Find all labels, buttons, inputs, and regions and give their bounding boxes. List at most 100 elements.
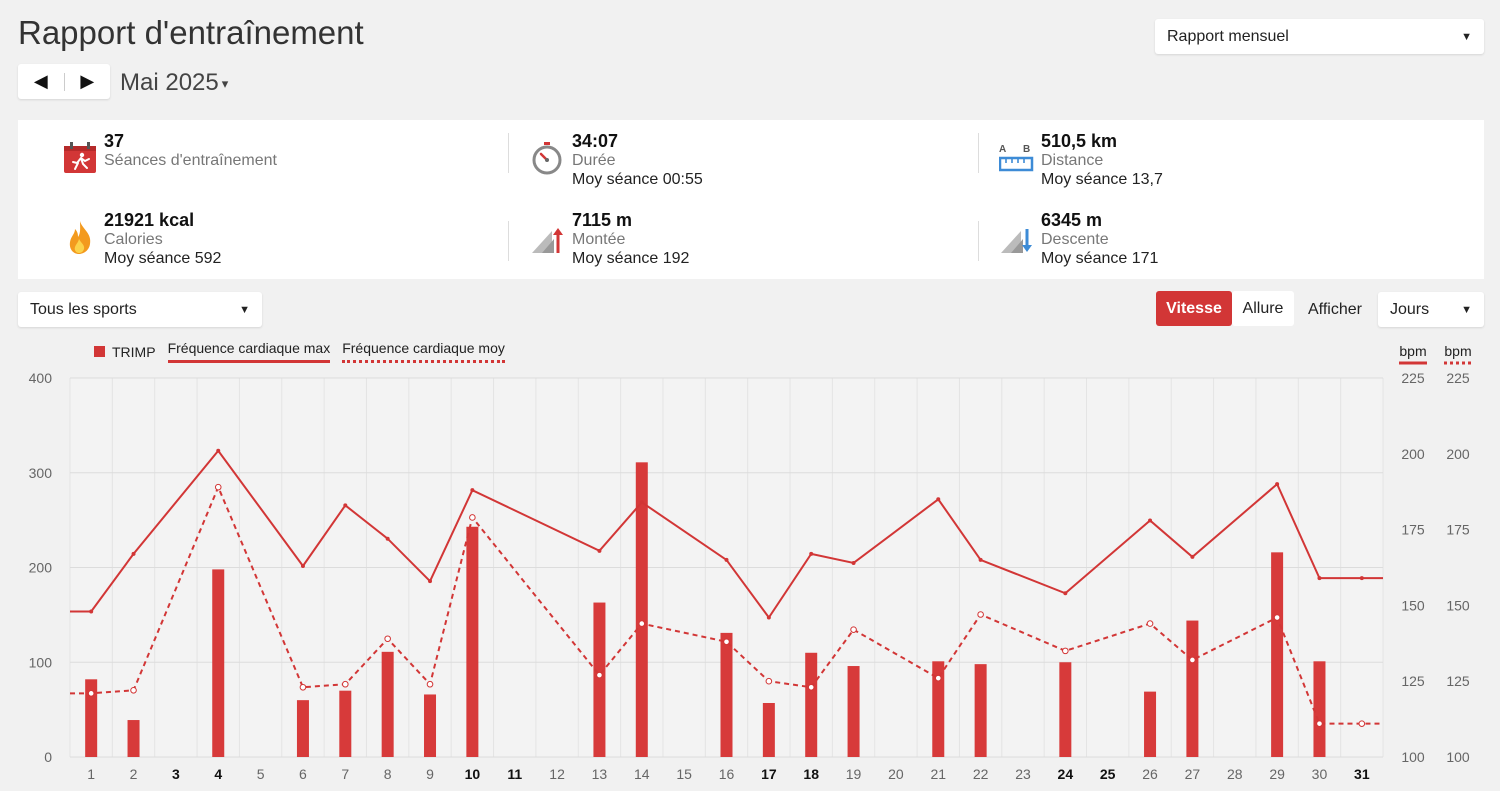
legend-hr-max[interactable]: Fréquence cardiaque max (167, 340, 331, 363)
stat-value: 34:07 (572, 131, 619, 151)
hr-avg-point (1062, 647, 1069, 655)
hr-max-point (597, 548, 602, 553)
hr-avg-point (850, 626, 857, 633)
y-axis-unit-label: bpm (1444, 343, 1471, 359)
y-tick-label-right: 175 (1446, 522, 1470, 538)
caret-down-icon: ▾ (221, 75, 229, 91)
legend-swatch (94, 346, 105, 357)
hr-max-point (1359, 576, 1364, 581)
hr-max-point (470, 488, 475, 493)
y-tick-label-right: 150 (1401, 597, 1425, 613)
y-tick-label-right: 150 (1446, 597, 1470, 613)
x-tick-label: 26 (1142, 766, 1158, 782)
trimp-bar (932, 661, 945, 757)
x-tick-label: 13 (592, 766, 608, 782)
y-tick-label-left: 400 (29, 370, 53, 386)
stat-value: 7115 m (572, 210, 633, 230)
y-tick-label-left: 100 (29, 654, 53, 670)
x-tick-label: 1 (87, 766, 95, 782)
trimp-bar (847, 666, 860, 757)
ascent-icon (532, 228, 563, 253)
hr-max-line (70, 449, 1383, 620)
trimp-bar (85, 679, 98, 757)
stat-average: Moy séance 171 (1041, 250, 1159, 267)
hr-avg-point (765, 677, 773, 685)
hr-avg-point (342, 680, 349, 688)
month-picker[interactable]: Mai 2025 ▾ (120, 69, 228, 97)
x-tick-label: 16 (719, 766, 735, 782)
month-navigation: ◀ ▶ (18, 64, 110, 99)
toggle-allure[interactable]: Allure (1232, 291, 1294, 326)
sport-filter-select[interactable]: Tous les sports ▼ (18, 292, 262, 327)
hr-max-point (639, 500, 644, 505)
hr-max-point (978, 557, 983, 562)
ruler-label-a: A (999, 144, 1006, 155)
x-tick-label: 27 (1185, 766, 1201, 782)
x-tick-label: 7 (341, 766, 349, 782)
trimp-bar (635, 462, 648, 757)
x-tick-label: 23 (1015, 766, 1031, 782)
stat-value: 510,5 km (1041, 131, 1118, 151)
stat-label: Descente (1041, 231, 1109, 248)
stat-value: 21921 kcal (104, 210, 195, 230)
trimp-bar (339, 690, 352, 757)
x-tick-label: 29 (1269, 766, 1285, 782)
ruler-label-b: B (1023, 144, 1030, 155)
hr-avg-point (469, 514, 476, 521)
chevron-down-icon: ▼ (1461, 303, 1472, 316)
stat-average: Moy séance 13,7 (1041, 171, 1163, 188)
x-tick-label: 14 (634, 766, 650, 782)
chevron-down-icon: ▼ (239, 303, 250, 316)
hr-avg-point (1358, 720, 1366, 727)
hr-max-point (1190, 554, 1195, 559)
hr-avg-point (807, 683, 815, 691)
divider (508, 133, 509, 173)
period-select[interactable]: Jours ▼ (1378, 292, 1484, 327)
hr-max-point (300, 563, 305, 568)
toggle-vitesse[interactable]: Vitesse (1156, 291, 1232, 326)
hr-max-point (1317, 576, 1322, 581)
speed-pace-toggle: Vitesse Allure (1156, 291, 1294, 326)
hr-avg-point (723, 638, 730, 646)
y-tick-label-right: 100 (1401, 749, 1425, 765)
legend-hr-avg[interactable]: Fréquence cardiaque moy (342, 340, 505, 363)
stat-label: Séances d'entraînement (104, 152, 277, 169)
x-tick-label: 6 (299, 766, 307, 782)
y-tick-label-right: 225 (1446, 370, 1470, 386)
hr-max-point (89, 609, 94, 614)
chart-legend: TRIMP Fréquence cardiaque max Fréquence … (94, 340, 517, 363)
trimp-bar (762, 702, 775, 757)
hr-avg-point (426, 680, 434, 688)
hr-avg-point (1146, 620, 1154, 627)
trimp-bar (805, 652, 818, 757)
x-tick-label: 18 (803, 766, 819, 782)
y-tick-label-right: 225 (1401, 370, 1425, 386)
stat-value: 37 (104, 131, 125, 151)
prev-month-button[interactable]: ◀ (18, 64, 64, 99)
period-label: Jours (1390, 300, 1430, 318)
stat-average: Moy séance 00:55 (572, 171, 703, 188)
hr-max-point (809, 551, 814, 556)
trimp-bar (593, 602, 606, 757)
x-tick-label: 25 (1100, 766, 1116, 782)
legend-label: TRIMP (112, 343, 156, 360)
hr-max-point (724, 557, 729, 562)
trimp-bar (1271, 552, 1284, 757)
stat-ascent: 7115 m Montée Moy séance 192 (532, 209, 690, 269)
stat-average: Moy séance 192 (572, 250, 690, 267)
hr-avg-point (214, 483, 222, 491)
stat-label: Calories (104, 231, 163, 248)
y-tick-label-right: 100 (1446, 749, 1470, 765)
x-tick-label: 2 (130, 766, 138, 782)
hr-avg-point (1316, 720, 1323, 727)
trimp-bar (212, 569, 225, 757)
report-type-select[interactable]: Rapport mensuel ▼ (1155, 19, 1484, 54)
hr-avg-line (70, 484, 1383, 725)
y-tick-label-right: 200 (1446, 446, 1470, 462)
stat-label: Distance (1041, 152, 1104, 169)
hr-avg-point (299, 683, 307, 691)
month-label: Mai 2025 (120, 69, 219, 96)
legend-trimp[interactable]: TRIMP (94, 344, 156, 360)
next-month-button[interactable]: ▶ (64, 64, 110, 99)
